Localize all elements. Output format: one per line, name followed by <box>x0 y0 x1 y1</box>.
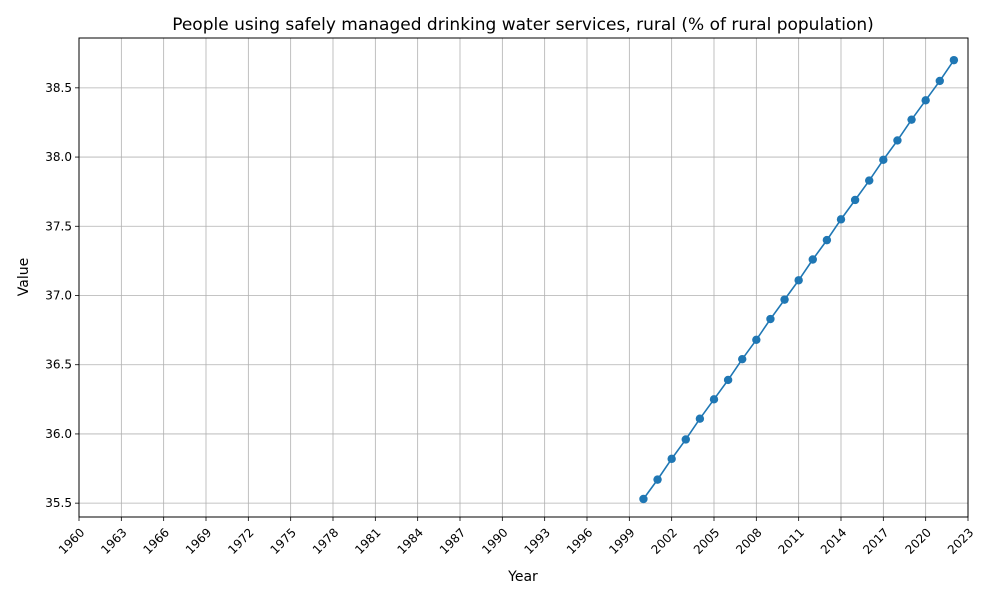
x-tick-label: 1969 <box>183 525 214 556</box>
x-tick-label: 1972 <box>225 525 256 556</box>
x-tick-label: 2017 <box>860 525 891 556</box>
chart-title: People using safely managed drinking wat… <box>172 15 874 35</box>
x-tick-label: 2020 <box>903 525 934 556</box>
y-tick-label: 35.5 <box>45 496 72 510</box>
x-tick-label: 2011 <box>776 525 807 556</box>
x-tick-label: 2014 <box>818 525 849 556</box>
x-tick-label: 1984 <box>395 525 426 556</box>
series-layer <box>639 55 959 504</box>
data-point <box>709 395 719 404</box>
data-point <box>893 136 902 145</box>
x-tick-label: 2005 <box>691 525 722 556</box>
data-point <box>935 76 944 86</box>
data-point <box>653 475 662 484</box>
data-point <box>949 55 959 65</box>
x-tick-label: 1981 <box>352 525 383 556</box>
y-tick-label: 36.5 <box>45 358 72 372</box>
x-tick-label: 2023 <box>945 525 976 556</box>
data-point <box>766 314 775 324</box>
data-point <box>808 255 817 264</box>
x-tick-label: 1993 <box>522 525 553 556</box>
data-point <box>836 215 846 224</box>
data-point <box>850 195 860 205</box>
data-point <box>794 276 803 285</box>
data-point <box>667 454 676 464</box>
data-point <box>752 335 761 344</box>
x-tick-label: 1990 <box>479 525 510 556</box>
x-tick-label: 1987 <box>437 525 468 556</box>
x-tick-label: 1960 <box>56 525 87 556</box>
x-tick-label: 1966 <box>141 525 172 556</box>
x-tick-label: 1975 <box>268 525 299 556</box>
data-point <box>695 414 705 423</box>
x-tick-label: 1963 <box>98 525 129 556</box>
x-tick-label: 2008 <box>733 525 764 556</box>
data-point <box>681 435 690 444</box>
data-point <box>780 295 789 304</box>
data-point <box>907 115 916 124</box>
data-point <box>865 176 874 185</box>
x-tick-label: 1996 <box>564 525 595 556</box>
plot-frame <box>78 37 969 518</box>
data-point <box>921 96 930 105</box>
y-tick-label: 36.0 <box>45 427 72 441</box>
y-axis-title: Value <box>16 258 32 296</box>
grid-layer <box>78 38 969 517</box>
tick-layer: 1960 1963 1966 1969 1972 1975 1978 1981 1984 1987… <box>45 81 976 557</box>
data-point <box>738 354 747 364</box>
x-tick-label: 1999 <box>606 525 637 556</box>
x-tick-label: 2002 <box>649 525 680 556</box>
x-tick-label: 1978 <box>310 525 341 556</box>
data-point <box>822 235 832 245</box>
y-tick-label: 37.0 <box>45 288 72 302</box>
y-tick-label: 38.5 <box>45 81 72 95</box>
data-point <box>879 155 888 165</box>
y-tick-label: 38.0 <box>45 150 72 164</box>
data-point <box>723 375 733 385</box>
data-point <box>639 494 648 504</box>
x-axis-title: Year <box>507 569 538 585</box>
y-tick-label: 37.5 <box>45 219 72 233</box>
